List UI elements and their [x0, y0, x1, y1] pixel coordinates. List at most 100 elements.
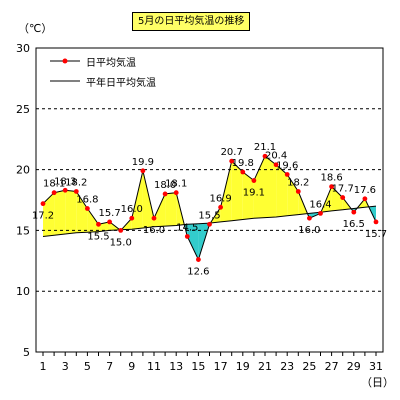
fill-above-normal [287, 174, 299, 216]
data-label: 19.6 [276, 160, 298, 171]
data-label: 16.9 [209, 193, 231, 204]
data-point [340, 195, 346, 200]
x-tick-label: 25 [302, 360, 316, 373]
legend-label-normal: 平年日平均気温 [86, 78, 156, 89]
fill-above-normal [43, 192, 55, 237]
data-point [73, 189, 79, 194]
fill-above-normal [131, 170, 143, 230]
fill-above-normal [54, 190, 66, 236]
data-point [284, 172, 290, 177]
data-point [207, 221, 212, 227]
x-tick-label: 9 [128, 360, 135, 373]
data-point [62, 187, 68, 193]
fill-above-normal [142, 170, 154, 228]
data-label: 17.2 [32, 211, 54, 222]
x-tick-label: 5 [84, 360, 91, 373]
data-point [240, 169, 246, 175]
x-unit-label: （日） [361, 376, 394, 389]
x-tick-label: 3 [62, 360, 69, 373]
data-point [295, 189, 301, 194]
data-label: 15.5 [198, 210, 220, 221]
data-label: 17.6 [354, 185, 376, 196]
data-point [140, 168, 146, 174]
data-label: 14.5 [176, 222, 198, 233]
x-tick-label: 15 [191, 360, 205, 373]
data-point [51, 190, 57, 196]
x-tick-label: 29 [347, 360, 361, 373]
data-label: 16.4 [309, 199, 331, 210]
data-label: 17.7 [332, 184, 354, 195]
data-point [373, 219, 379, 225]
fill-above-normal [265, 156, 277, 218]
x-tick-label: 7 [106, 360, 113, 373]
data-label: 18.3 [54, 176, 76, 187]
y-tick-label: 30 [16, 42, 30, 55]
x-tick-label: 1 [40, 360, 47, 373]
data-label: 20.4 [265, 151, 287, 162]
data-point [96, 221, 101, 227]
data-label: 18.1 [165, 179, 187, 190]
data-point [107, 219, 112, 225]
fill-above-normal [253, 156, 265, 219]
data-label: 16.0 [121, 204, 143, 215]
data-label: 18.2 [287, 177, 309, 188]
fill-above-normal [76, 191, 88, 233]
y-tick-label: 15 [16, 224, 30, 237]
data-label: 15.5 [87, 231, 109, 242]
data-label: 18.1 [43, 179, 65, 190]
data-label: 19.1 [243, 188, 265, 199]
data-label: 15.7 [365, 229, 387, 240]
fill-above-normal [165, 192, 177, 227]
data-label: 16.0 [298, 225, 320, 236]
data-point [318, 210, 323, 216]
data-point [273, 162, 279, 168]
y-tick-label: 25 [16, 103, 30, 116]
data-point [362, 196, 368, 202]
x-tick-label: 27 [325, 360, 339, 373]
fill-above-normal [87, 208, 99, 233]
x-tick-label: 17 [214, 360, 228, 373]
data-label: 15.0 [110, 237, 132, 248]
data-point [162, 191, 168, 197]
data-point [218, 204, 224, 210]
legend-label-actual: 日平均気温 [86, 58, 136, 69]
x-tick-label: 19 [236, 360, 250, 373]
data-point [229, 158, 235, 164]
data-label: 20.7 [221, 147, 243, 158]
data-label: 21.1 [254, 142, 276, 153]
fill-above-normal [242, 172, 254, 220]
data-label: 18.0 [154, 180, 176, 191]
y-unit-label: （℃） [18, 22, 53, 35]
legend-marker-actual [50, 58, 80, 64]
data-label: 19.8 [232, 158, 254, 169]
x-tick-label: 21 [258, 360, 272, 373]
data-point [85, 206, 90, 211]
data-point [173, 190, 179, 196]
data-point [40, 201, 46, 207]
fill-above-normal [331, 186, 343, 211]
chart-title: 5月の日平均気温の推移 [132, 12, 251, 31]
fill-above-normal [98, 221, 110, 232]
data-point [251, 178, 257, 183]
data-point [351, 209, 357, 215]
data-label: 16.8 [76, 195, 98, 206]
data-point [129, 215, 135, 221]
data-label: 16.0 [143, 225, 165, 236]
data-point [118, 228, 124, 233]
data-point [196, 257, 201, 262]
data-label: 19.9 [132, 157, 154, 168]
legend-line-normal [50, 80, 80, 82]
data-point [184, 234, 190, 239]
data-label: 18.6 [320, 173, 342, 184]
data-point [329, 184, 334, 190]
data-label: 16.5 [343, 219, 365, 230]
x-tick-label: 13 [169, 360, 183, 373]
fill-above-normal [154, 193, 166, 227]
legend: 日平均気温 平年日平均気温 [48, 50, 170, 92]
data-label: 12.6 [187, 267, 209, 278]
y-tick-label: 5 [23, 346, 30, 359]
fill-below-normal [187, 223, 199, 260]
x-tick-label: 23 [280, 360, 294, 373]
